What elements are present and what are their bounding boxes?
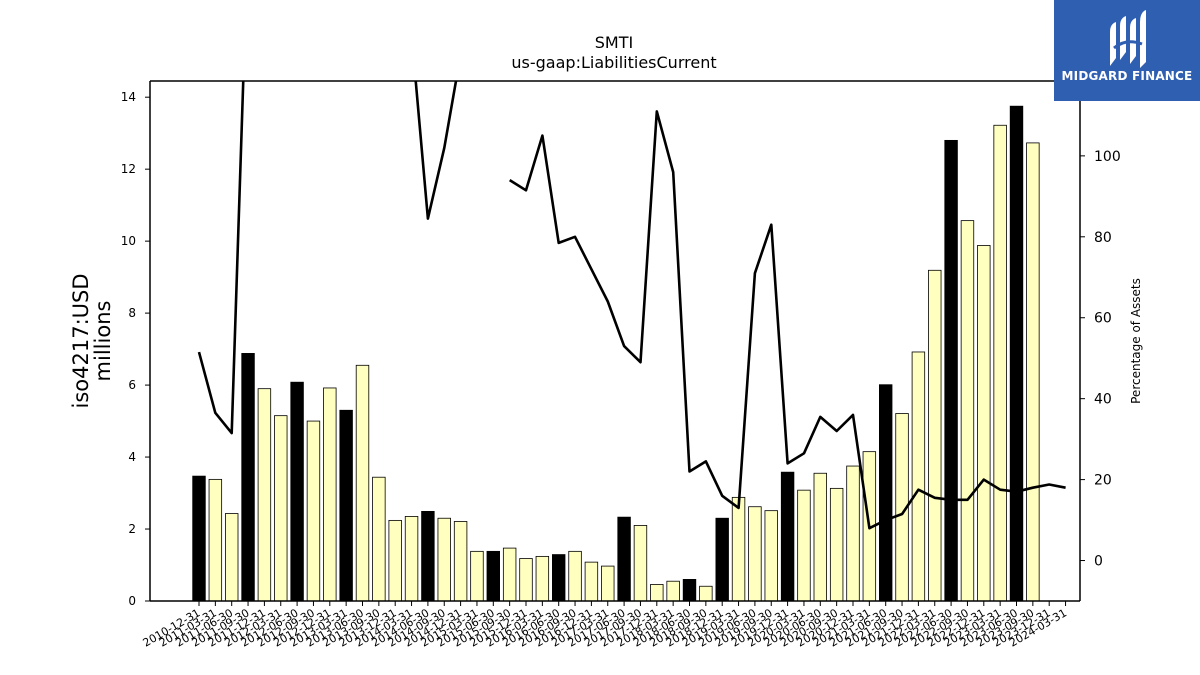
bar-2015-06-30 [486, 550, 501, 602]
y-tick-label: 4 [128, 450, 136, 464]
y-tick-label: 0 [128, 594, 136, 608]
bar-2018-03-31 [666, 580, 680, 602]
y-tick-label: 12 [121, 162, 136, 176]
bar-2014-12-31 [453, 521, 468, 602]
bar-2013-09-30 [372, 476, 386, 602]
y2-tick-label: 40 [1094, 392, 1112, 408]
bar-2019-06-30 [748, 506, 762, 602]
percentage-line-1 [414, 81, 458, 220]
bar-2013-06-30 [355, 364, 370, 602]
bar-2017-09-30 [633, 525, 648, 602]
y-tick-label: 2 [128, 522, 136, 536]
bar-2016-09-30 [568, 550, 582, 602]
bar-2011-12-31 [257, 388, 272, 602]
bars-layer [192, 105, 1040, 602]
y2-tick-label: 80 [1094, 230, 1112, 246]
midgard-finance-logo: MIDGARD FINANCE [1054, 0, 1200, 101]
y-axis-label-line: iso4217:USD [69, 273, 93, 408]
bar-2011-09-30 [241, 353, 255, 602]
bar-2019-09-30 [764, 510, 778, 602]
midgard-logo-icon [1110, 10, 1146, 68]
y2-tick-label: 0 [1094, 554, 1103, 570]
bar-2017-06-30 [617, 516, 631, 602]
percentage-line-0 [197, 81, 245, 435]
line-layer [197, 81, 1066, 530]
bar-2023-09-30 [1026, 142, 1040, 602]
bar-2012-12-31 [323, 387, 337, 602]
bar-2017-03-31 [601, 565, 615, 602]
bar-2019-12-31 [780, 471, 795, 602]
bar-2016-03-31 [535, 555, 550, 602]
bar-2012-03-31 [274, 415, 288, 602]
bar-2022-06-30 [944, 139, 958, 602]
bar-2020-06-30 [813, 472, 828, 602]
bar-2010-12-31 [192, 475, 206, 602]
bar-2016-06-30 [552, 554, 566, 602]
y-tick-label: 8 [128, 306, 136, 320]
bar-2018-09-30 [699, 585, 713, 602]
bar-2016-12-31 [584, 561, 599, 602]
bar-2021-12-31 [911, 351, 926, 602]
bar-2012-06-30 [290, 381, 304, 602]
y2-tick-label: 100 [1094, 149, 1121, 165]
y2-tick-label: 60 [1094, 311, 1112, 327]
y2-axis-label: Percentage of Assets [1129, 278, 1143, 404]
bar-2011-06-30 [224, 513, 239, 602]
bar-2022-09-30 [960, 220, 975, 602]
chart-subtitle: us-gaap:LiabilitiesCurrent [511, 53, 716, 72]
bar-2013-03-31 [339, 409, 353, 602]
y-axis-label: iso4217:USDmillions [69, 273, 115, 408]
bar-2014-06-30 [421, 510, 435, 602]
y-axis-label-line: millions [91, 301, 115, 382]
bar-2015-09-30 [502, 547, 517, 602]
bar-2023-06-30 [1009, 105, 1024, 602]
bar-2019-03-31 [731, 496, 746, 602]
chart-title: SMTI [595, 33, 633, 52]
bar-2020-03-31 [797, 489, 811, 602]
y-tick-label: 14 [121, 90, 136, 104]
bar-2012-09-30 [306, 420, 321, 602]
bar-2014-03-31 [404, 516, 419, 602]
bar-2013-12-31 [388, 519, 402, 602]
bar-2021-06-30 [879, 384, 893, 602]
bar-2023-03-31 [993, 124, 1007, 602]
bar-2011-03-31 [208, 478, 223, 602]
bar-2015-03-31 [470, 550, 484, 602]
y2-tick-label: 20 [1094, 473, 1112, 489]
logo-text: MIDGARD FINANCE [1061, 69, 1193, 83]
bar-2017-12-31 [650, 584, 664, 602]
axes-layer: 024681012140204060801002010-12-312011-03… [121, 80, 1121, 650]
bar-2022-12-31 [977, 245, 991, 602]
bar-2022-03-31 [928, 269, 942, 602]
bar-2020-09-30 [829, 487, 844, 602]
bar-2015-12-31 [519, 558, 533, 602]
bar-2018-12-31 [715, 517, 729, 602]
bar-2014-09-30 [437, 517, 451, 602]
y-tick-label: 6 [128, 378, 136, 392]
bar-2020-12-31 [846, 465, 860, 602]
y-tick-label: 10 [121, 234, 136, 248]
bar-2018-06-30 [682, 579, 697, 602]
percentage-line-2 [509, 110, 1066, 530]
